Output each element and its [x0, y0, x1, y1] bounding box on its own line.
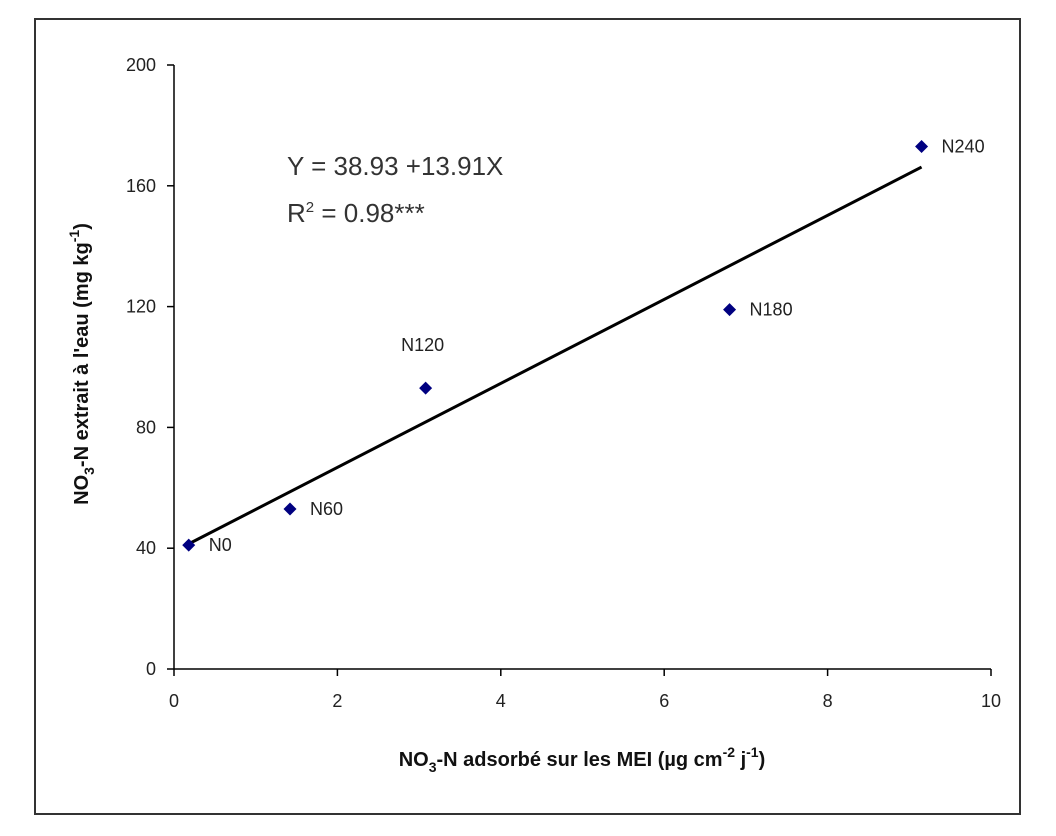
x-tick-label: 6	[659, 691, 669, 711]
axes	[173, 65, 991, 670]
data-point-n120	[419, 381, 433, 395]
y-tick-label: 0	[146, 659, 156, 679]
x-tick-label: 2	[332, 691, 342, 711]
r-squared-value: = 0.98***	[314, 198, 425, 228]
y-axis-title: NO3-N extrait à l'eau (mg kg-1)	[66, 223, 97, 505]
y-tick-label: 160	[126, 176, 156, 196]
data-points: N0 N60 N120 N180 N240	[182, 137, 985, 555]
data-point-n0	[182, 538, 196, 552]
y-tick-label: 40	[136, 538, 156, 558]
x-axis-title: NO3-N adsorbé sur les MEI (µg cm-2 j-1)	[399, 744, 766, 775]
y-tick-label: 80	[136, 417, 156, 437]
y-tick-label: 200	[126, 55, 156, 75]
y-title-subscript: 3	[81, 467, 97, 475]
point-label-n180: N180	[750, 300, 793, 320]
x-title-part: NO	[399, 749, 429, 771]
point-label-n240: N240	[942, 137, 985, 157]
x-title-part: j	[735, 749, 746, 771]
x-title-superscript: -2	[723, 744, 736, 760]
data-point-n60	[283, 502, 297, 516]
chart-frame	[34, 18, 1021, 815]
data-point-n180	[723, 303, 737, 317]
point-label-n0: N0	[209, 535, 232, 555]
x-title-subscript: 3	[429, 759, 437, 775]
r-squared-text: R2 = 0.98***	[287, 198, 425, 228]
x-tick-label: 10	[981, 691, 1001, 711]
x-title-part: )	[759, 749, 766, 771]
r-squared-letter: R	[287, 198, 306, 228]
x-tick-label: 4	[496, 691, 506, 711]
x-tick-label: 8	[823, 691, 833, 711]
data-point-n240	[915, 140, 929, 154]
y-tick-label: 120	[126, 297, 156, 317]
x-tick-label: 0	[169, 691, 179, 711]
regression-line	[188, 165, 923, 546]
x-title-superscript: -1	[746, 744, 759, 760]
point-label-n120: N120	[401, 335, 444, 355]
y-title-part: )	[71, 223, 93, 230]
y-title-superscript: -1	[66, 230, 82, 243]
equation-text: Y = 38.93 +13.91X	[287, 151, 503, 181]
point-label-n60: N60	[310, 499, 343, 519]
y-ticks: 0 40 80 120 160 200	[126, 55, 174, 679]
y-title-part: NO	[71, 475, 93, 505]
r-squared-superscript: 2	[306, 199, 314, 216]
x-ticks: 0 2 4 6 8 10	[169, 669, 1001, 711]
x-title-part: -N adsorbé sur les MEI (µg cm	[437, 749, 723, 771]
y-title-part: -N extrait à l'eau (mg kg	[71, 242, 93, 467]
